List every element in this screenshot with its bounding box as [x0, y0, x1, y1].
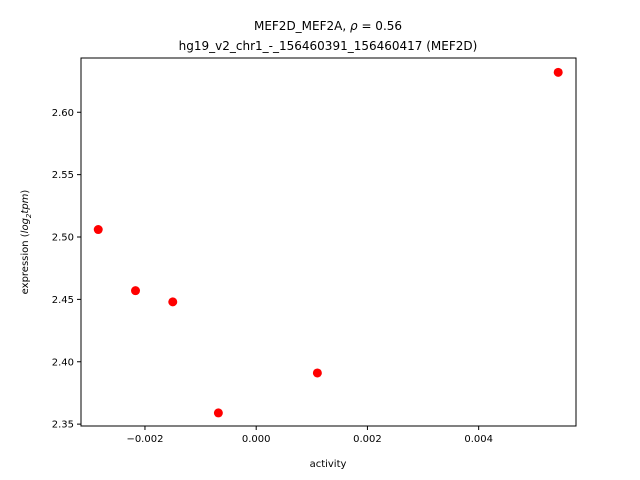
y-tick-label: 2.45 — [52, 295, 74, 306]
x-tick-label: −0.002 — [126, 434, 163, 445]
data-point-4 — [213, 408, 223, 418]
chart-title-line1: MEF2D_MEF2A, ρ = 0.56 — [254, 19, 402, 33]
x-tick-label: 0.002 — [353, 434, 382, 445]
points-layer — [93, 67, 563, 418]
plot-frame — [80, 57, 577, 427]
x-tick-label: 0.004 — [464, 434, 493, 445]
chart-title-line2: hg19_v2_chr1_-_156460391_156460417 (MEF2… — [179, 39, 478, 53]
data-point-1 — [93, 225, 103, 235]
y-tick-label: 2.50 — [52, 233, 74, 244]
y-tick-label: 2.55 — [52, 170, 74, 181]
y-tick-label: 2.60 — [52, 108, 74, 119]
data-point-6 — [553, 67, 563, 77]
x-axis-ticks: −0.002 0.000 0.002 0.004 — [126, 426, 493, 445]
x-tick-label: 0.000 — [242, 434, 271, 445]
x-axis-label: activity — [310, 459, 347, 470]
data-point-3 — [168, 297, 178, 307]
data-point-2 — [131, 286, 141, 296]
y-axis-label: expression (log2tpm) — [20, 190, 33, 295]
data-point-5 — [312, 368, 322, 378]
y-tick-label: 2.40 — [52, 357, 74, 368]
y-tick-label: 2.35 — [52, 420, 74, 431]
y-axis-ticks: 2.35 2.40 2.45 2.50 2.55 2.60 — [52, 108, 81, 431]
